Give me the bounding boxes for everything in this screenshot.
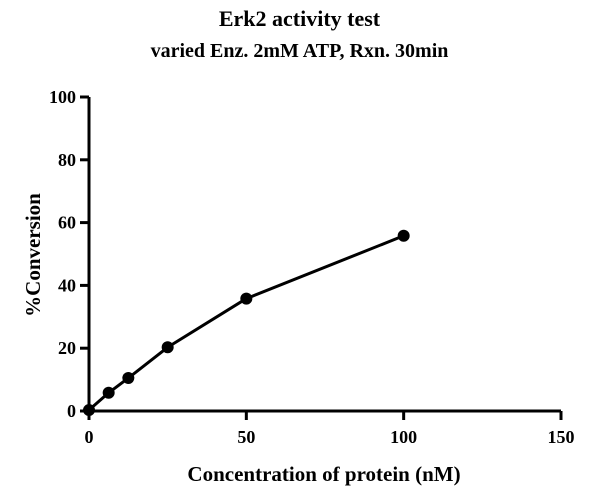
y-tick-label: 60 <box>58 213 76 233</box>
x-tick-label: 100 <box>390 427 417 447</box>
y-tick-label: 0 <box>67 401 76 421</box>
x-axis-label: Concentration of protein (nM) <box>187 462 460 486</box>
x-tick-label: 50 <box>237 427 255 447</box>
chart-subtitle: varied Enz. 2mM ATP, Rxn. 30min <box>150 40 449 62</box>
x-tick-label: 150 <box>548 427 575 447</box>
data-point <box>102 386 115 399</box>
axes: 0 20 40 60 80 100 0 50 100 150 <box>49 87 575 447</box>
data-point <box>122 372 135 385</box>
data-point <box>397 229 410 242</box>
data-point <box>161 341 174 354</box>
series-line <box>88 234 405 412</box>
data-point <box>240 292 253 305</box>
y-tick-label: 100 <box>49 87 76 107</box>
y-tick-label: 40 <box>58 275 76 295</box>
plot-area <box>83 229 410 417</box>
y-tick-label: 20 <box>58 338 76 358</box>
y-tick-label: 80 <box>58 150 76 170</box>
x-tick-label: 0 <box>85 427 94 447</box>
y-axis-label: %Conversion <box>21 193 45 317</box>
data-point <box>83 404 95 417</box>
chart-title: Erk2 activity test <box>218 6 381 31</box>
